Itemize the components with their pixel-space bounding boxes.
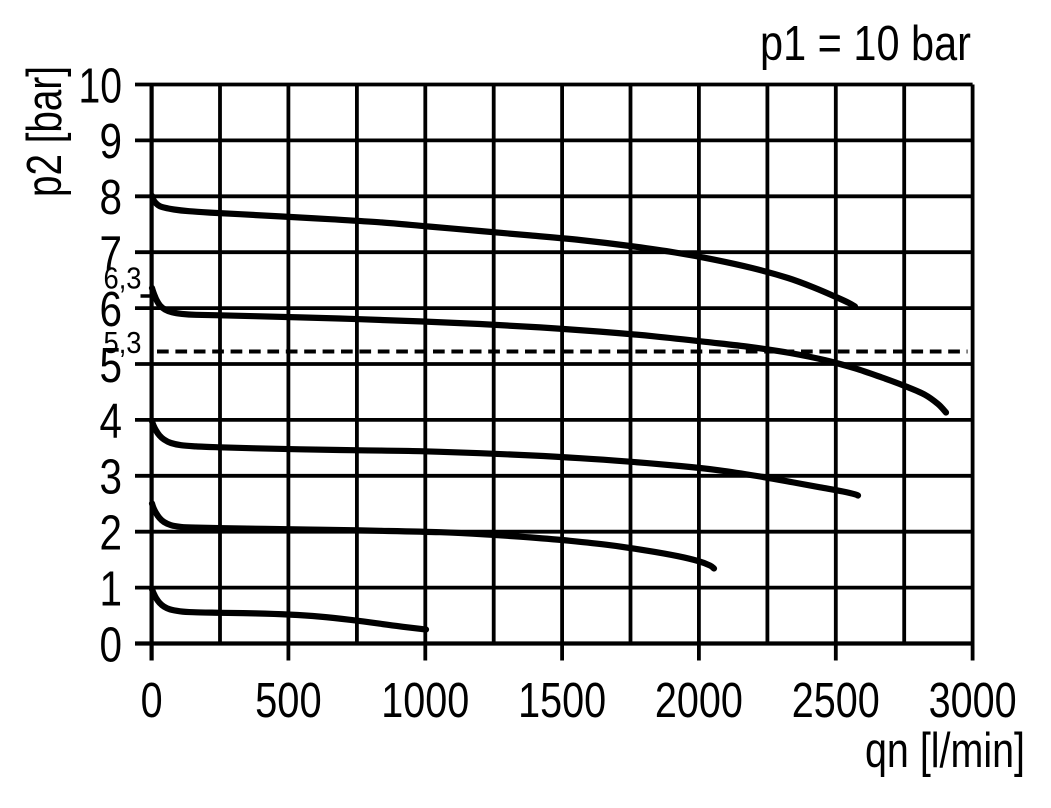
svg-text:1: 1 <box>100 562 123 616</box>
svg-text:7: 7 <box>100 227 123 281</box>
svg-text:0: 0 <box>100 618 123 672</box>
svg-text:6,3: 6,3 <box>104 261 142 296</box>
svg-text:500: 500 <box>255 674 322 728</box>
svg-text:4: 4 <box>100 395 123 449</box>
svg-text:3000: 3000 <box>929 674 1017 728</box>
svg-text:6: 6 <box>100 283 123 337</box>
svg-text:8: 8 <box>100 171 123 225</box>
svg-text:p2 [bar]: p2 [bar] <box>18 66 72 197</box>
svg-text:p1 = 10 bar: p1 = 10 bar <box>760 17 971 71</box>
svg-text:1000: 1000 <box>381 674 469 728</box>
svg-text:2000: 2000 <box>655 674 743 728</box>
svg-text:5: 5 <box>100 339 123 393</box>
svg-text:9: 9 <box>100 115 123 169</box>
svg-text:2: 2 <box>100 507 123 561</box>
svg-text:3: 3 <box>100 451 123 505</box>
svg-text:5,3: 5,3 <box>104 325 142 360</box>
svg-text:10: 10 <box>79 59 123 113</box>
svg-text:qn [l/min]: qn [l/min] <box>865 724 1025 778</box>
svg-text:1500: 1500 <box>518 674 606 728</box>
svg-text:0: 0 <box>141 674 163 728</box>
svg-text:2500: 2500 <box>792 674 880 728</box>
